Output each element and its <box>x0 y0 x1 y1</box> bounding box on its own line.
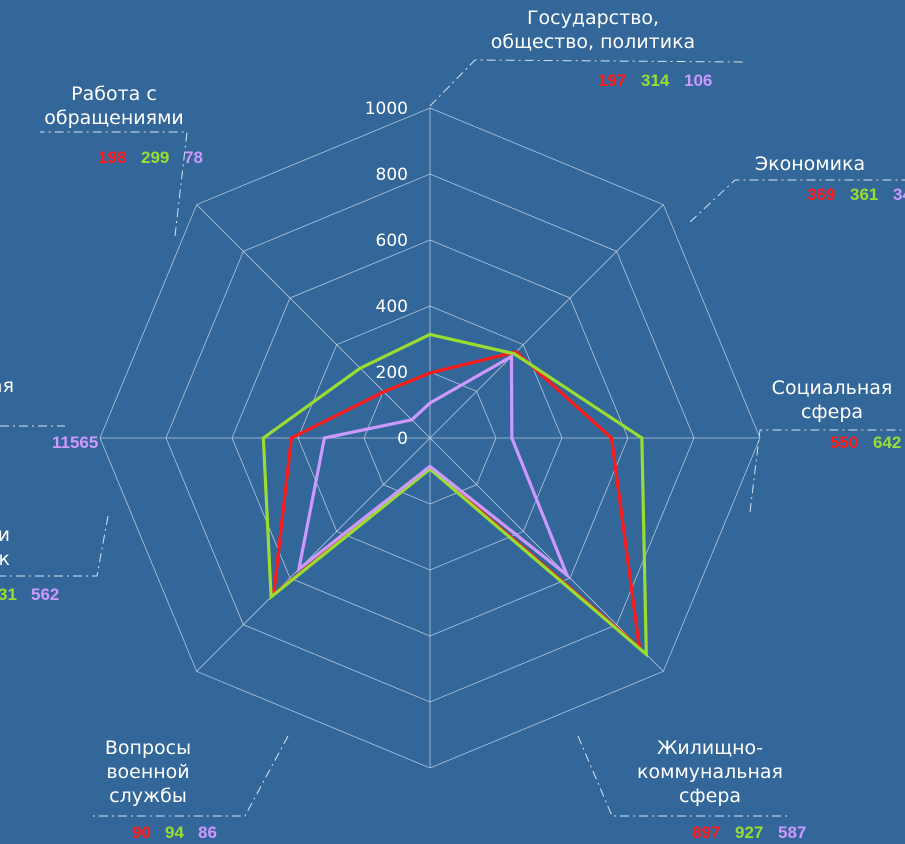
value-labels: 1973141063693613495506422488979275879094… <box>0 71 905 842</box>
category-label: ость и <box>0 524 10 546</box>
category-labels: Государство,общество, политика Экономика С… <box>0 7 892 807</box>
series-line-2 <box>261 332 648 658</box>
value-label: 198 <box>98 148 126 167</box>
category-label: общество, политика <box>491 31 695 53</box>
leader-line <box>0 515 109 577</box>
value-label: 587 <box>778 823 806 842</box>
category-label: Работа с <box>71 83 157 105</box>
radar-grid <box>99 107 761 769</box>
value-label: 314 <box>641 71 670 90</box>
grid-spoke <box>196 204 431 439</box>
leader-line <box>90 735 289 817</box>
r-tick-label: 0 <box>397 429 408 449</box>
value-label: 106 <box>684 71 712 90</box>
value-label: 90 <box>132 823 151 842</box>
category-label: Государство, <box>527 7 659 29</box>
r-tick-label: 400 <box>376 297 408 317</box>
value-label: 31 <box>0 585 17 604</box>
value-label: 78 <box>184 148 203 167</box>
category-label: сфера <box>679 785 741 807</box>
value-label: 349 <box>893 185 905 204</box>
grid-spoke <box>196 437 431 672</box>
value-label: 94 <box>165 823 184 842</box>
r-tick-label: 200 <box>376 363 408 383</box>
category-label: Жилищно- <box>657 737 763 759</box>
grid-spoke <box>429 204 664 439</box>
leader-line <box>749 429 905 513</box>
value-label: 86 <box>198 823 217 842</box>
category-label: орядок <box>0 548 10 570</box>
series-line-3 <box>296 353 571 580</box>
category-label: ая <box>0 375 14 397</box>
radial-tick-labels: 0 200 400 600 800 1000 <box>365 99 408 449</box>
radar-series <box>261 332 648 658</box>
leader-line <box>689 179 905 223</box>
category-label: сфера <box>801 401 863 423</box>
leader-line <box>429 59 746 107</box>
category-label: Экономика <box>755 153 865 175</box>
category-label: коммунальная <box>637 761 783 783</box>
category-label: службы <box>109 785 187 807</box>
category-label: Вопросы <box>105 737 191 759</box>
value-label: 562 <box>31 585 59 604</box>
value-label: 927 <box>735 823 763 842</box>
value-label: 642 <box>873 433 901 452</box>
r-tick-label: 600 <box>376 231 408 251</box>
value-label: 197 <box>598 71 626 90</box>
r-tick-label: 1000 <box>365 99 408 119</box>
r-tick-label: 800 <box>376 165 408 185</box>
value-label: 897 <box>692 823 720 842</box>
value-label: 361 <box>850 185 878 204</box>
value-label: 11565 <box>52 433 98 452</box>
category-label: Социальная <box>772 377 893 399</box>
label-leader-lines <box>0 59 905 817</box>
value-label: 299 <box>141 148 169 167</box>
value-label: 550 <box>830 433 858 452</box>
value-label: 369 <box>807 185 835 204</box>
category-label: обращениями <box>44 107 184 129</box>
category-label: военной <box>106 761 189 783</box>
